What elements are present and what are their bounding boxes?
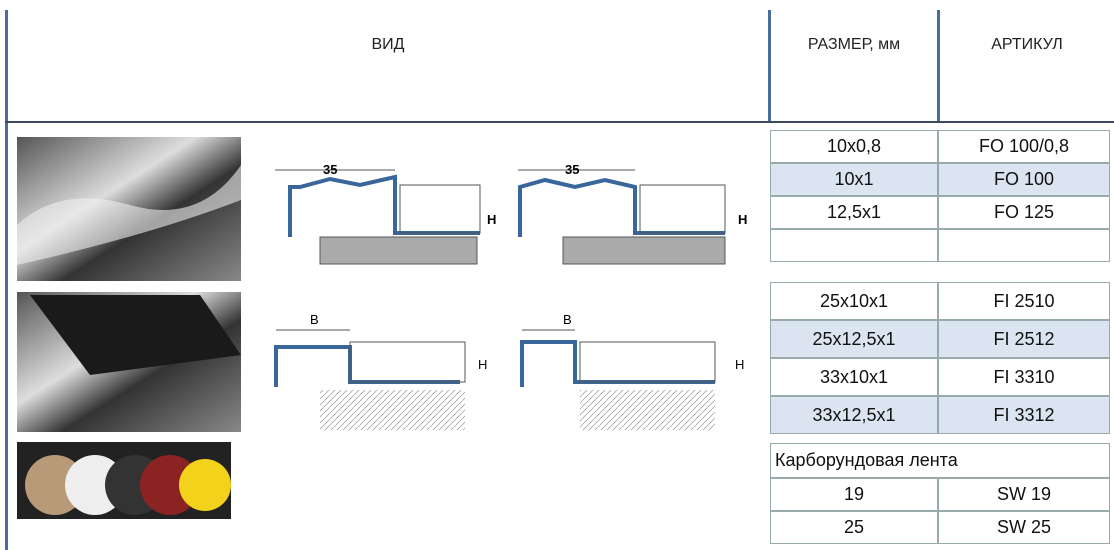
col-rule xyxy=(768,10,771,122)
dimension-label: H xyxy=(487,212,497,227)
size-cell: 10x1 xyxy=(770,163,938,196)
article-cell: FI 2510 xyxy=(938,282,1110,320)
dimension-label: H xyxy=(738,212,748,227)
article-cell: SW 25 xyxy=(938,511,1110,544)
article-cell: FI 2512 xyxy=(938,320,1110,358)
size-cell: 25x12,5x1 xyxy=(770,320,938,358)
illustrations xyxy=(17,137,726,519)
article-cell: FO 125 xyxy=(938,196,1110,229)
size-cell: 19 xyxy=(770,478,938,511)
photo-tread xyxy=(30,295,241,375)
photo-highlight xyxy=(17,165,241,265)
profile-drawings xyxy=(274,174,725,387)
dimension-label: H xyxy=(478,357,488,372)
size-cell: 33x12,5x1 xyxy=(770,396,938,434)
dimension-label: 35 xyxy=(323,162,338,177)
header-rule xyxy=(5,121,1114,123)
outlines xyxy=(275,169,726,430)
section-label: Карборундовая лента xyxy=(770,443,1110,478)
dimension-label: 35 xyxy=(565,162,580,177)
dimension-label: B xyxy=(563,312,572,327)
size-cell: 25x10x1 xyxy=(770,282,938,320)
article-cell: FO 100 xyxy=(938,163,1110,196)
empty-cell xyxy=(938,229,1110,262)
empty-cell xyxy=(770,229,938,262)
dimension-label: H xyxy=(735,357,745,372)
article-cell: FI 3312 xyxy=(938,396,1110,434)
dimension-label: B xyxy=(310,312,319,327)
size-cell: 25 xyxy=(770,511,938,544)
size-cell: 10x0,8 xyxy=(770,130,938,163)
header-cell: РАЗМЕР, мм xyxy=(807,36,901,53)
article-cell: FO 100/0,8 xyxy=(938,130,1110,163)
tape-rolls xyxy=(25,455,231,515)
size-cell: 33x10x1 xyxy=(770,358,938,396)
header-cell: ВИД xyxy=(371,36,405,53)
header-cell: АРТИКУЛ xyxy=(991,36,1063,53)
article-cell: SW 19 xyxy=(938,478,1110,511)
col-rule xyxy=(937,10,940,122)
left-rule xyxy=(5,10,8,550)
article-cell: FI 3310 xyxy=(938,358,1110,396)
size-cell: 12,5x1 xyxy=(770,196,938,229)
